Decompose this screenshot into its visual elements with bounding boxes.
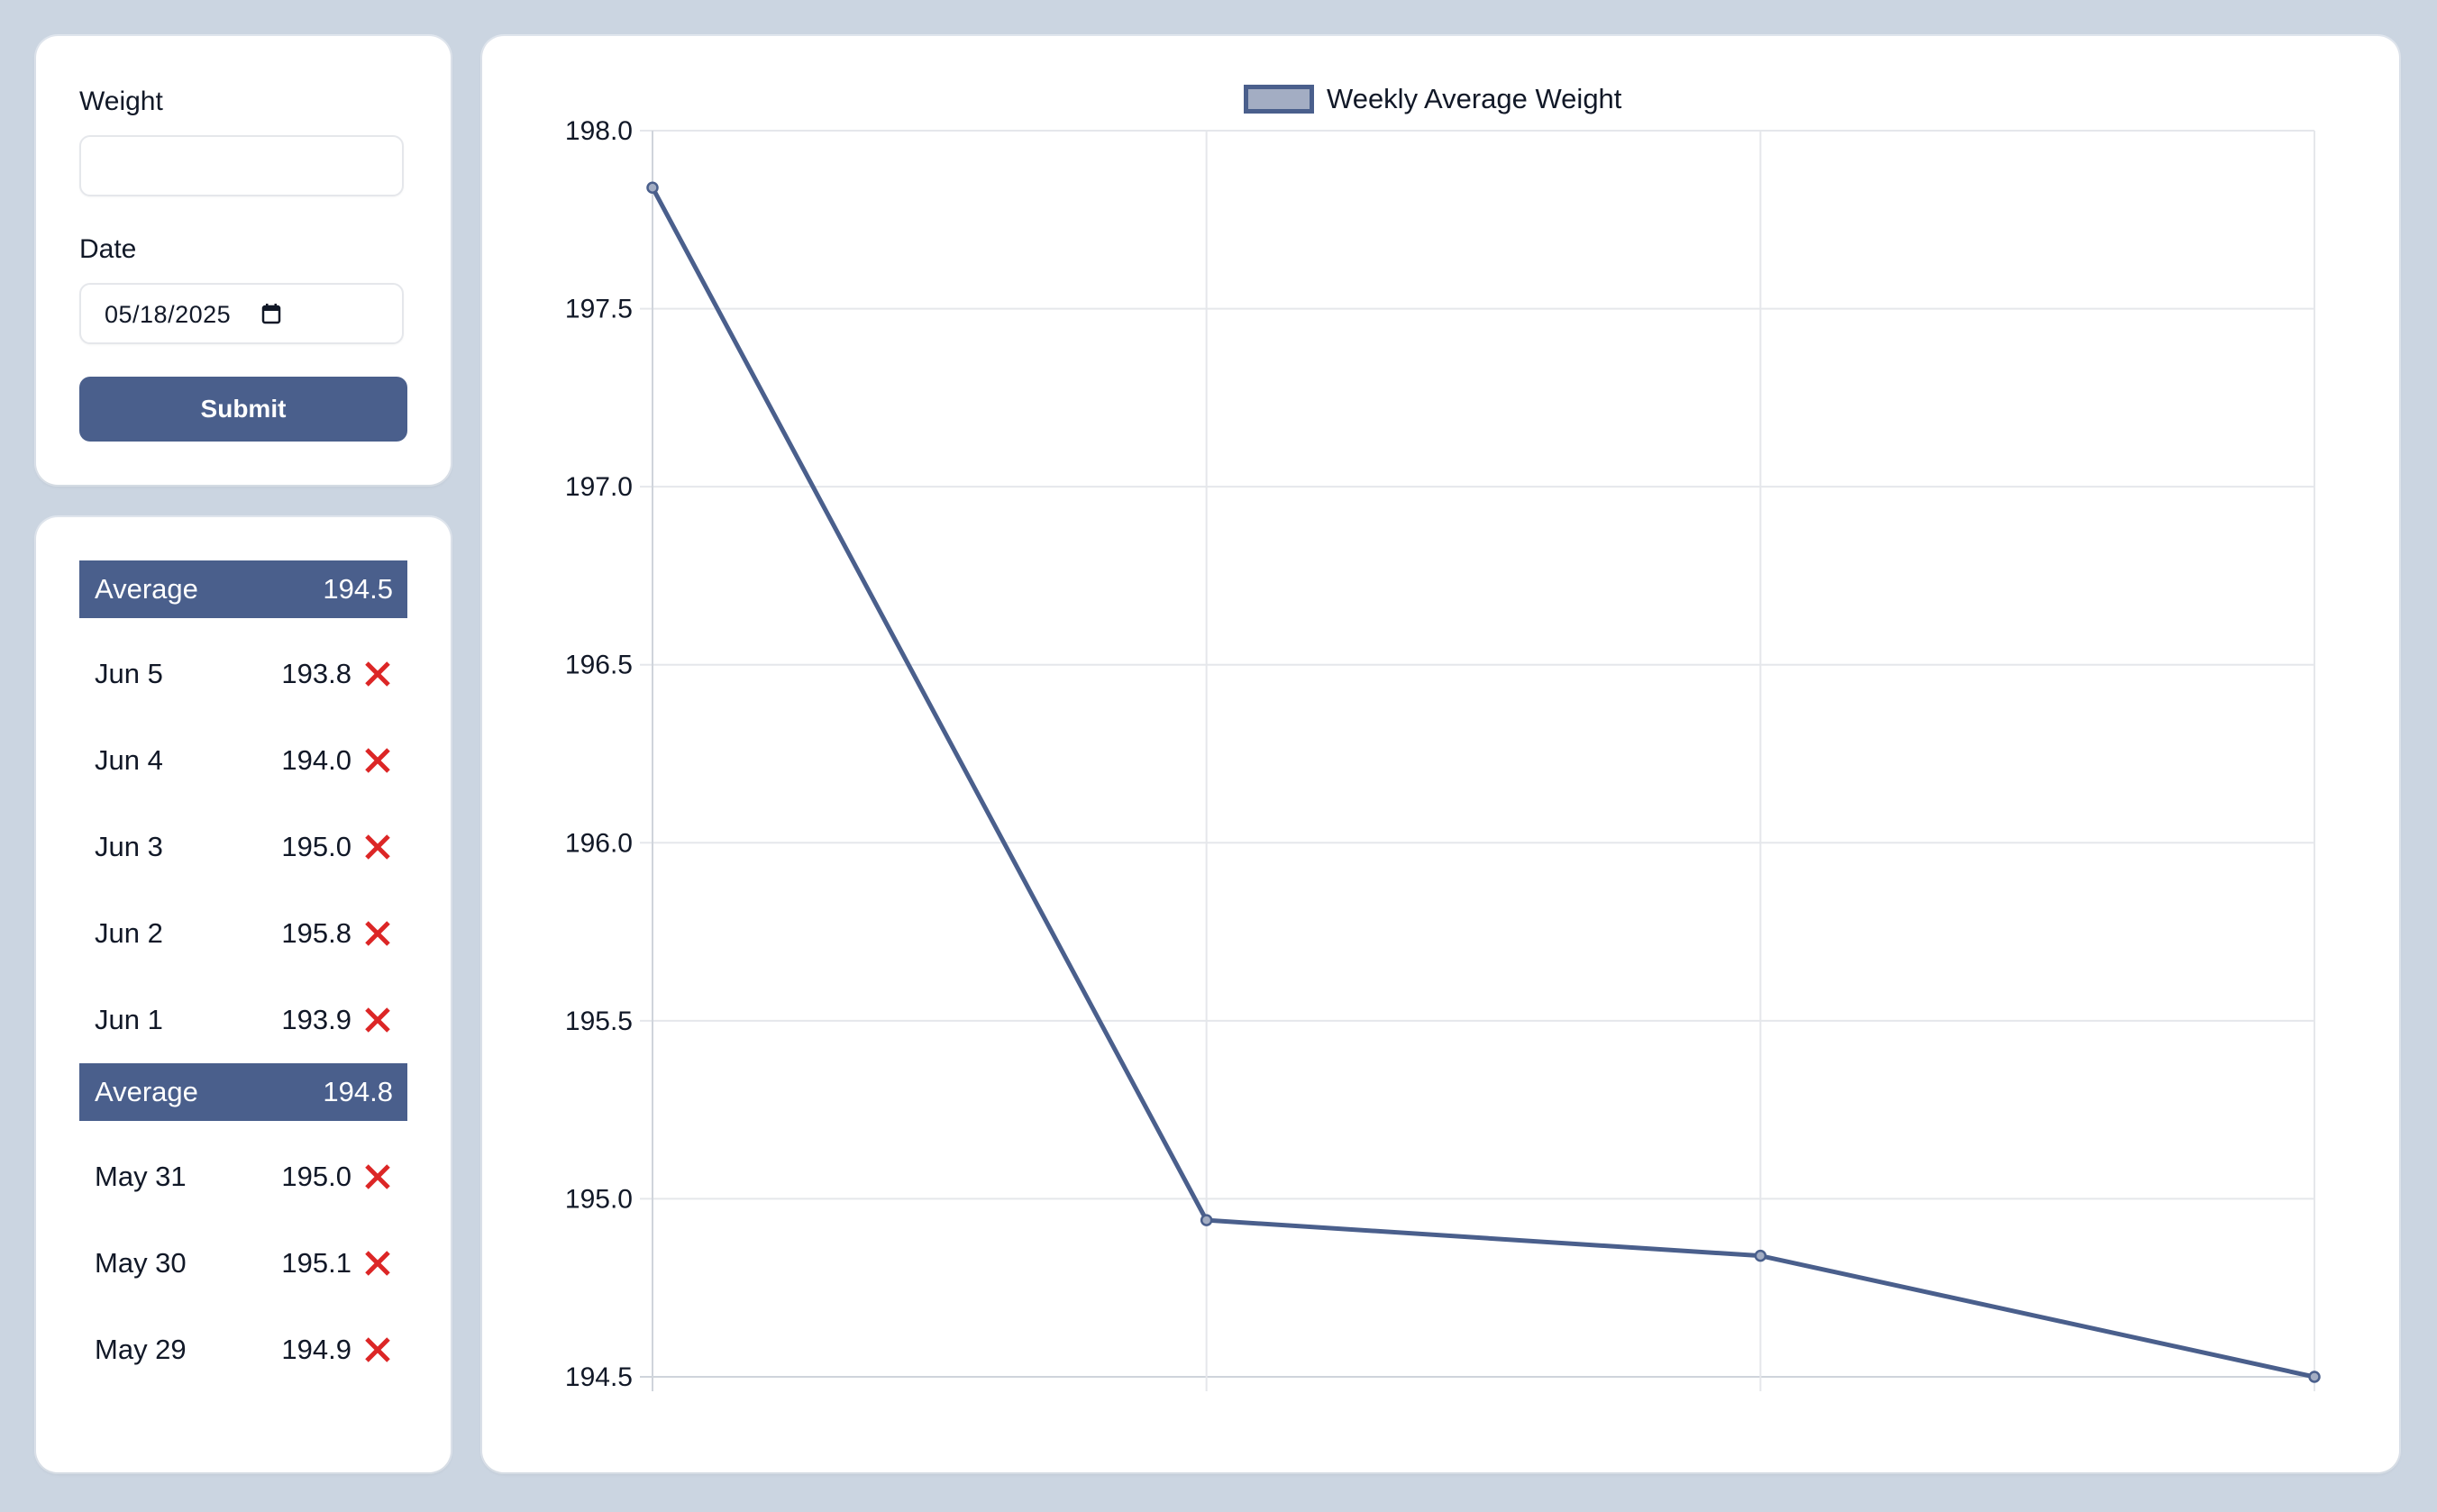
- weight-label: Weight: [79, 87, 163, 116]
- entry-date: Jun 4: [95, 744, 163, 776]
- entry-weight: 195.1: [281, 1247, 351, 1279]
- legend-swatch: [1244, 85, 1314, 114]
- entry-weight: 194.0: [281, 744, 351, 776]
- entry-date: May 30: [95, 1247, 187, 1279]
- date-label: Date: [79, 234, 137, 264]
- chart-card: Weekly Average Weight 198.0 197.5 197.0 196…: [482, 36, 2399, 1472]
- list-item: May 29 194.9: [79, 1321, 407, 1379]
- list-item: Jun 3 195.0: [79, 818, 407, 876]
- entry-weight: 195.8: [281, 917, 351, 949]
- data-point[interactable]: [1754, 1249, 1767, 1262]
- average-label: Average: [95, 573, 198, 605]
- entry-date: Jun 1: [95, 1004, 163, 1035]
- weight-input[interactable]: [79, 135, 404, 196]
- list-item: Jun 5 193.8: [79, 645, 407, 703]
- average-label: Average: [95, 1076, 198, 1107]
- average-row: Average 194.8: [79, 1063, 407, 1121]
- entry-date: May 29: [95, 1334, 187, 1365]
- delete-icon[interactable]: [362, 1334, 393, 1365]
- data-point[interactable]: [1200, 1214, 1213, 1226]
- average-value: 194.5: [323, 573, 393, 605]
- delete-icon[interactable]: [362, 745, 393, 776]
- list-item: Jun 2 195.8: [79, 905, 407, 962]
- average-value: 194.8: [323, 1076, 393, 1107]
- delete-icon[interactable]: [362, 832, 393, 862]
- delete-icon[interactable]: [362, 659, 393, 689]
- list-item: Jun 4 194.0: [79, 732, 407, 789]
- entry-weight: 193.9: [281, 1004, 351, 1035]
- entry-date: Jun 2: [95, 917, 163, 949]
- entry-weight: 194.9: [281, 1334, 351, 1365]
- list-item: May 30 195.1: [79, 1234, 407, 1292]
- y-tick-label: 196.5: [565, 651, 633, 680]
- y-tick-label: 194.5: [565, 1362, 633, 1392]
- calendar-icon[interactable]: [261, 303, 281, 324]
- list-item: Jun 1 193.9: [79, 991, 407, 1049]
- chart-legend[interactable]: Weekly Average Weight: [1244, 81, 1621, 117]
- delete-icon[interactable]: [362, 1161, 393, 1192]
- entry-weight: 193.8: [281, 658, 351, 689]
- delete-icon[interactable]: [362, 1248, 393, 1279]
- y-tick-label: 196.0: [565, 828, 633, 858]
- weekly-average-line: [650, 187, 2315, 1380]
- list-item: May 31 195.0: [79, 1148, 407, 1206]
- entry-weight: 195.0: [281, 831, 351, 862]
- delete-icon[interactable]: [362, 1005, 393, 1035]
- average-row: Average 194.5: [79, 560, 407, 618]
- y-tick-label: 195.5: [565, 1006, 633, 1036]
- y-tick-label: 197.5: [565, 295, 633, 324]
- y-tick-label: 195.0: [565, 1184, 633, 1214]
- date-input[interactable]: 05/18/2025: [79, 283, 404, 344]
- data-point[interactable]: [2308, 1371, 2321, 1383]
- line-chart: 198.0 197.5 197.0 196.5 196.0 195.5 195.0 194.5: [565, 116, 2321, 1392]
- entry-date: Jun 3: [95, 831, 163, 862]
- entry-date: May 31: [95, 1161, 187, 1192]
- legend-label: Weekly Average Weight: [1327, 83, 1622, 114]
- data-point[interactable]: [646, 181, 659, 194]
- y-tick-label: 197.0: [565, 472, 633, 502]
- delete-icon[interactable]: [362, 918, 393, 949]
- entry-form-card: Weight Date 05/18/2025 Submit: [36, 36, 451, 485]
- entry-date: Jun 5: [95, 658, 163, 689]
- date-input-value: 05/18/2025: [105, 301, 232, 328]
- y-tick-label: 198.0: [565, 116, 633, 146]
- entry-weight: 195.0: [281, 1161, 351, 1192]
- submit-button[interactable]: Submit: [79, 377, 407, 442]
- weight-list-card: Average 194.5 Jun 5 193.8 Jun 4 194.0 Jun 3 195…: [36, 517, 451, 1472]
